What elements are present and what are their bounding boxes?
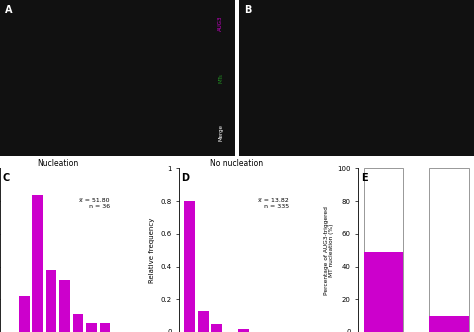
Bar bbox=[100, 323, 110, 332]
Bar bbox=[198, 311, 209, 332]
Text: Merge: Merge bbox=[218, 124, 223, 141]
Title: No nucleation: No nucleation bbox=[210, 159, 264, 168]
Bar bbox=[429, 169, 469, 332]
Bar bbox=[211, 324, 222, 332]
Text: E: E bbox=[361, 173, 367, 183]
Bar bbox=[86, 323, 97, 332]
Text: A: A bbox=[5, 5, 12, 15]
Text: MTs: MTs bbox=[218, 73, 223, 83]
Bar bbox=[238, 329, 249, 332]
Bar bbox=[429, 316, 469, 332]
Text: x̅ = 51.80
n = 36: x̅ = 51.80 n = 36 bbox=[79, 198, 110, 209]
Bar bbox=[364, 169, 403, 332]
Y-axis label: Relative frequency: Relative frequency bbox=[149, 217, 155, 283]
Bar bbox=[32, 195, 43, 332]
Bar bbox=[59, 280, 70, 332]
Bar bbox=[184, 201, 195, 332]
Bar bbox=[73, 314, 83, 332]
Title: Nucleation: Nucleation bbox=[37, 159, 78, 168]
Bar bbox=[364, 252, 403, 332]
Text: x̅ = 13.82
n = 335: x̅ = 13.82 n = 335 bbox=[258, 198, 289, 209]
Text: B: B bbox=[244, 5, 251, 15]
Bar bbox=[19, 296, 29, 332]
Y-axis label: Percentage of AUG3-triggered
MT nucleation (%): Percentage of AUG3-triggered MT nucleati… bbox=[324, 206, 335, 295]
Text: D: D bbox=[182, 173, 190, 183]
Text: AUG3: AUG3 bbox=[218, 16, 223, 31]
Bar bbox=[46, 270, 56, 332]
Text: C: C bbox=[2, 173, 9, 183]
